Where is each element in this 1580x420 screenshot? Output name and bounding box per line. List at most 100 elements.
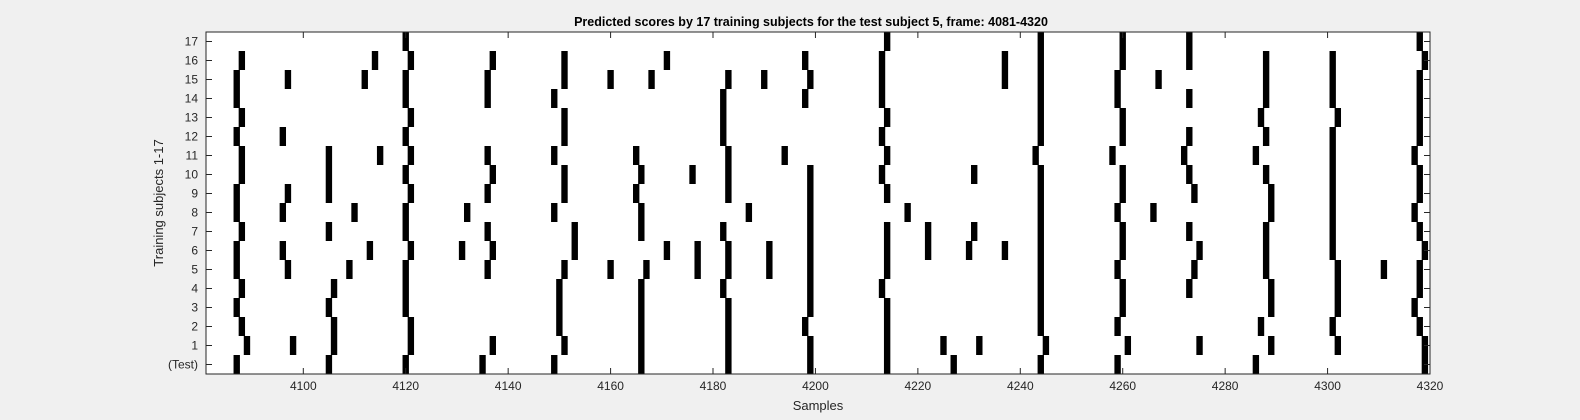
score-mark	[1257, 108, 1265, 127]
score-mark	[233, 184, 240, 203]
score-mark	[233, 70, 240, 89]
score-mark	[351, 203, 358, 222]
score-mark	[484, 222, 491, 241]
score-mark	[883, 32, 891, 51]
score-mark	[1001, 241, 1009, 260]
y-tick-label: 7	[191, 225, 198, 239]
score-mark	[556, 317, 563, 336]
score-mark	[1334, 298, 1342, 317]
score-mark	[807, 184, 814, 203]
score-mark	[561, 108, 568, 127]
score-mark	[924, 222, 932, 241]
score-mark	[238, 165, 246, 184]
score-mark	[1180, 146, 1188, 165]
y-tick-label: 8	[191, 206, 198, 220]
score-mark	[638, 222, 645, 241]
score-mark	[238, 279, 246, 298]
score-mark	[402, 89, 409, 108]
score-mark	[238, 222, 246, 241]
score-mark	[1155, 70, 1162, 89]
score-mark	[1416, 32, 1423, 51]
score-mark	[1001, 70, 1009, 89]
score-mark	[1416, 184, 1423, 203]
score-mark	[638, 355, 645, 374]
y-tick-label: 13	[185, 111, 199, 125]
score-mark	[725, 70, 732, 89]
score-mark	[638, 317, 645, 336]
score-mark	[725, 241, 732, 260]
score-mark	[720, 89, 727, 108]
score-mark	[284, 260, 292, 279]
score-mark	[561, 260, 568, 279]
score-mark	[561, 127, 568, 146]
score-mark	[689, 165, 696, 184]
score-mark	[1262, 89, 1270, 108]
score-mark	[402, 298, 409, 317]
score-mark	[484, 89, 491, 108]
score-mark	[402, 70, 409, 89]
score-mark	[883, 355, 891, 374]
score-mark	[1037, 203, 1044, 222]
score-mark	[638, 298, 645, 317]
score-mark	[279, 203, 287, 222]
score-mark	[1114, 355, 1121, 374]
score-mark	[561, 165, 568, 184]
score-mark	[1119, 108, 1126, 127]
score-mark	[238, 108, 246, 127]
y-tick-label: 2	[191, 320, 198, 334]
score-mark	[402, 165, 409, 184]
score-mark	[325, 222, 333, 241]
y-tick-label: 12	[185, 130, 199, 144]
score-mark	[402, 355, 409, 374]
score-mark	[1329, 184, 1336, 203]
score-mark	[720, 279, 727, 298]
y-tick-label: 14	[185, 92, 199, 106]
score-mark	[1037, 260, 1044, 279]
x-tick-label: 4240	[1007, 379, 1034, 393]
score-mark	[233, 298, 240, 317]
score-mark	[1416, 165, 1423, 184]
score-mark	[638, 336, 645, 355]
score-mark	[1268, 203, 1275, 222]
score-mark	[1334, 279, 1342, 298]
score-mark	[633, 146, 640, 165]
score-mark	[802, 51, 809, 70]
score-mark	[807, 203, 814, 222]
score-mark	[407, 336, 415, 355]
y-tick-label: 15	[185, 73, 199, 87]
score-mark	[976, 336, 983, 355]
score-mark	[489, 165, 496, 184]
score-mark	[402, 127, 409, 146]
score-mark	[1186, 222, 1193, 241]
score-mark	[1119, 51, 1126, 70]
chart-title: Predicted scores by 17 training subjects…	[574, 15, 1048, 29]
score-mark	[807, 355, 814, 374]
score-mark	[878, 89, 886, 108]
score-mark	[1262, 51, 1270, 70]
score-mark	[407, 51, 415, 70]
score-mark	[371, 51, 379, 70]
score-mark	[238, 51, 246, 70]
score-mark	[325, 298, 333, 317]
score-mark	[1334, 336, 1342, 355]
y-tick-label: 10	[185, 168, 199, 182]
x-tick-label: 4140	[495, 379, 522, 393]
score-mark	[745, 203, 753, 222]
score-mark	[725, 336, 732, 355]
score-mark	[366, 241, 374, 260]
score-mark	[402, 203, 409, 222]
score-mark	[1416, 260, 1423, 279]
score-mark	[1037, 32, 1044, 51]
score-mark	[1119, 32, 1126, 51]
score-mark	[1329, 70, 1336, 89]
score-mark	[1037, 89, 1044, 108]
score-mark	[1124, 336, 1132, 355]
y-tick-label: 9	[191, 187, 198, 201]
score-mark	[883, 184, 891, 203]
y-tick-label: (Test)	[168, 358, 198, 372]
score-mark	[402, 32, 409, 51]
score-mark	[633, 184, 640, 203]
score-mark	[361, 70, 368, 89]
score-mark	[1411, 146, 1418, 165]
score-mark	[1416, 70, 1423, 89]
